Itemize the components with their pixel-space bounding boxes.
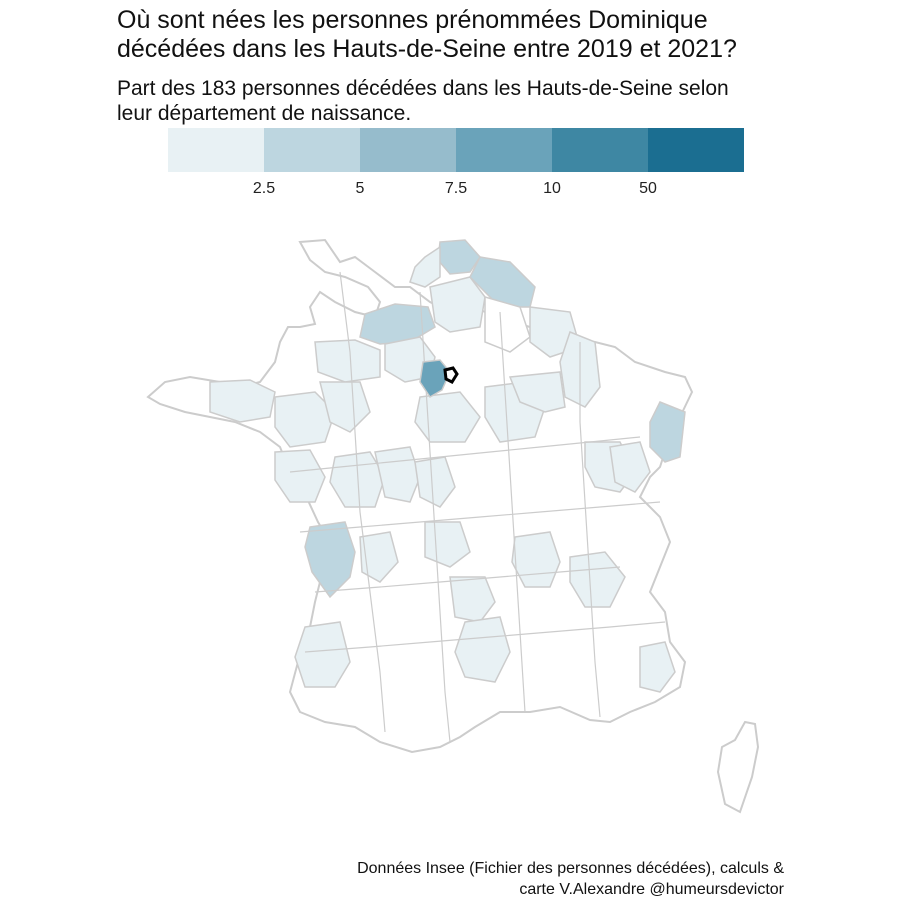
subtitle-line-2: leur département de naissance.: [117, 102, 412, 125]
department-border-8: [579, 342, 601, 718]
department-13: [274, 391, 336, 448]
department-11: [314, 339, 381, 383]
department-5: [429, 276, 486, 333]
legend-bin-5: [552, 128, 648, 172]
legend-tick-label: 2.5: [252, 180, 276, 197]
department-20: [374, 446, 421, 503]
corsica-outline: [716, 720, 760, 814]
department-9: [649, 401, 686, 463]
france-map: [146, 238, 760, 814]
department-border-4: [304, 621, 666, 653]
department-29: [449, 576, 496, 623]
department-24: [359, 531, 399, 583]
department-12: [209, 379, 276, 423]
title-line-1: Où sont nées les personnes prénommées Do…: [117, 6, 708, 34]
department-border-2: [299, 501, 661, 533]
legend-tick-label: 50: [639, 180, 657, 197]
department-30: [454, 616, 511, 683]
title-line-2: décédées dans les Hauts-de-Seine entre 2…: [117, 35, 737, 63]
legend-bin-4: [456, 128, 552, 172]
department-22: [274, 449, 326, 503]
legend-bin-1: [168, 128, 264, 172]
department-border-7: [499, 311, 526, 713]
legend-tick-labels: 2.5 5 7.5 10 50: [168, 180, 744, 202]
legend-tick-label: 5: [355, 180, 365, 197]
legend-tick-label: 7.5: [444, 180, 468, 197]
department-border-5: [339, 271, 386, 733]
department-15: [414, 391, 481, 443]
chart-subtitle: Part des 183 personnes décédées dans les…: [117, 76, 877, 126]
department-14: [319, 381, 371, 433]
caption-line-2: carte V.Alexandre @humeursdevictor: [519, 881, 784, 898]
legend-bin-2: [264, 128, 360, 172]
subtitle-line-1: Part des 183 personnes décédées dans les…: [117, 77, 729, 100]
department-23: [304, 521, 356, 599]
department-6: [484, 296, 531, 353]
legend-tick-label: 10: [543, 180, 561, 197]
legend-bin-6: [648, 128, 744, 172]
department-31: [294, 621, 351, 688]
department-32: [639, 641, 676, 693]
caption-line-1: Données Insee (Fichier des personnes déc…: [357, 860, 784, 877]
department-27: [569, 551, 626, 608]
department-28: [609, 441, 651, 493]
chart-title: Où sont nées les personnes prénommées Do…: [117, 6, 877, 64]
legend-bin-3: [360, 128, 456, 172]
source-caption: Données Insee (Fichier des personnes déc…: [357, 858, 784, 900]
department-yvelines: [419, 359, 451, 399]
department-17: [508, 371, 566, 413]
hauts-de-seine-outline: [443, 366, 459, 384]
department-21: [414, 456, 456, 508]
department-3: [409, 245, 441, 288]
color-legend: [168, 128, 744, 172]
